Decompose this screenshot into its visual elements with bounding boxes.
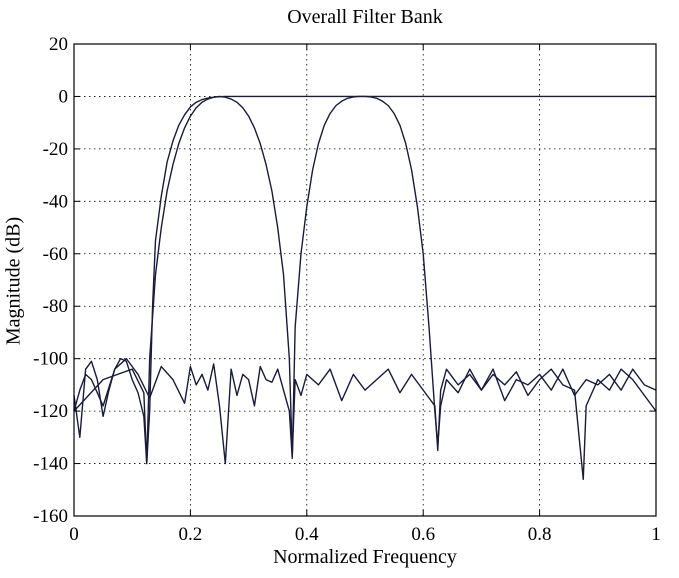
chart-title: Overall Filter Bank — [287, 6, 443, 28]
series-line-2 — [73, 95, 657, 480]
y-tick-label: -140 — [33, 454, 68, 475]
x-tick-label: 1 — [651, 524, 661, 545]
x-tick-label: 0.4 — [295, 524, 319, 545]
x-axis-label: Normalized Frequency — [273, 546, 457, 568]
x-tick-label: 0.6 — [411, 524, 435, 545]
y-tick-label: -160 — [33, 506, 68, 527]
y-tick-label: -60 — [43, 244, 68, 265]
y-tick-label: -120 — [33, 401, 68, 422]
series-line-1 — [73, 95, 656, 465]
y-tick-label: -40 — [43, 191, 68, 212]
y-axis-label: Magnitude (dB) — [2, 216, 25, 346]
x-tick-label: 0 — [69, 524, 79, 545]
series-line-3 — [73, 95, 657, 465]
x-tick-label: 0.8 — [528, 524, 552, 545]
y-tick-label: 0 — [59, 86, 69, 107]
x-tick-label: 0.2 — [179, 524, 203, 545]
y-tick-label: 20 — [49, 34, 68, 55]
plot-area-frame — [73, 43, 657, 517]
y-tick-label: -20 — [43, 139, 68, 160]
y-tick-label: -80 — [43, 296, 68, 317]
y-tick-label: -100 — [33, 349, 68, 370]
